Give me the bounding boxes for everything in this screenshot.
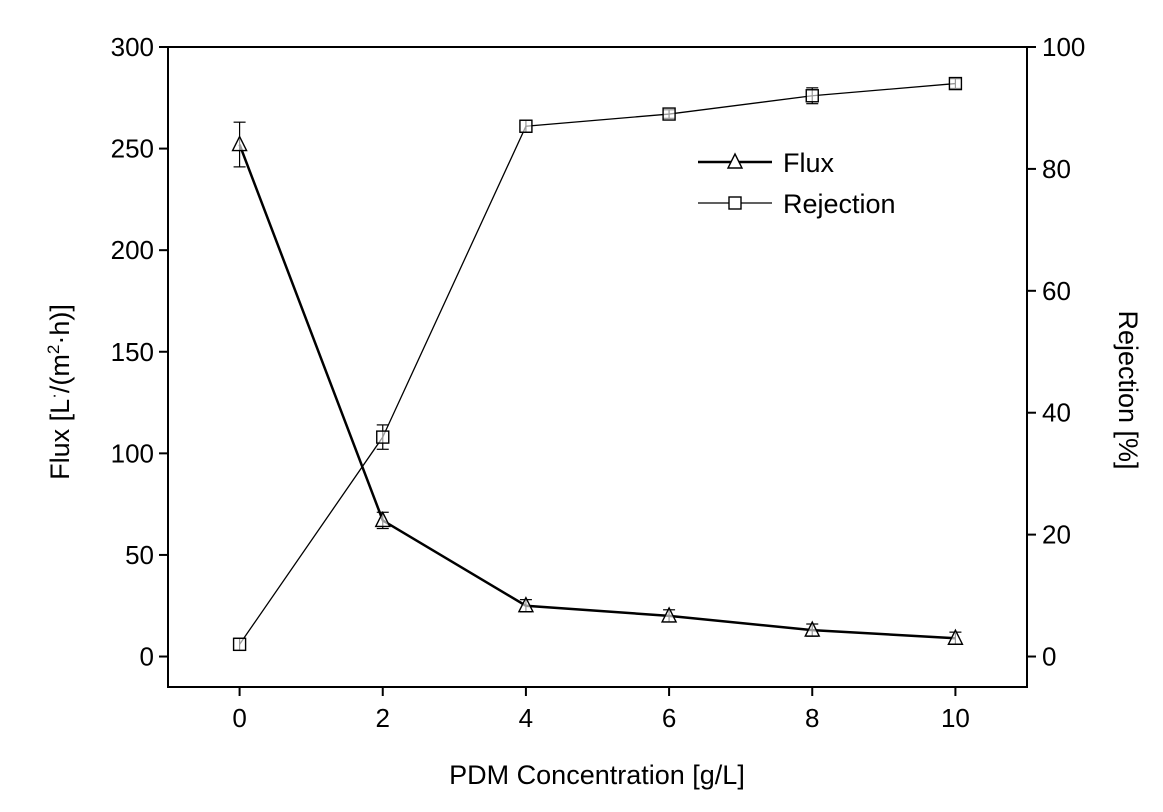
y-axis-right-title: Rejection [%] xyxy=(1113,310,1143,469)
left-tick-label: 150 xyxy=(111,337,154,367)
plot-frame xyxy=(167,46,1028,688)
bottom-tick-label: 8 xyxy=(805,703,819,733)
legend-flux-marker xyxy=(726,152,744,169)
data-point-flux xyxy=(374,510,391,528)
right-tick-label: 100 xyxy=(1042,32,1085,62)
data-point-flux xyxy=(804,620,821,637)
left-tick-label: 200 xyxy=(111,235,154,265)
series-rejection xyxy=(232,76,963,652)
bottom-tick-label: 4 xyxy=(519,703,533,733)
legend-item-flux: Flux xyxy=(698,148,835,178)
right-tick-label: 0 xyxy=(1042,642,1056,672)
legend-rejection-marker xyxy=(728,196,742,210)
legend-item-rejection: Rejection xyxy=(698,189,896,219)
data-point-rejection xyxy=(805,89,819,103)
bottom-tick-label: 2 xyxy=(376,703,390,733)
data-point-rejection xyxy=(519,119,533,133)
bottom-tick-label: 0 xyxy=(232,703,246,733)
bottom-tick-label: 6 xyxy=(662,703,676,733)
series-line-rejection xyxy=(239,82,956,645)
left-tick-label: 100 xyxy=(111,438,154,468)
legend: Flux Rejection xyxy=(698,148,896,219)
data-point-rejection xyxy=(232,637,247,652)
legend-rejection-label: Rejection xyxy=(783,189,896,219)
data-point-rejection xyxy=(376,430,390,444)
series-layer xyxy=(231,76,964,652)
legend-flux-label: Flux xyxy=(783,148,835,178)
series-line-flux xyxy=(238,144,956,640)
data-point-flux xyxy=(517,596,535,613)
left-tick-label: 300 xyxy=(111,32,154,62)
data-point-rejection xyxy=(662,107,676,121)
y-axis-left-title: Flux [L·/(m2·h)] xyxy=(44,304,75,480)
left-tick-label: 250 xyxy=(111,134,154,164)
right-axis-ticks: 0 20 40 60 80 100 xyxy=(1027,32,1085,672)
x-axis-title: PDM Concentration [g/L] xyxy=(449,760,745,790)
left-axis-ticks: 0 50 100 150 200 250 300 xyxy=(111,32,168,672)
left-tick-label: 50 xyxy=(125,540,154,570)
bottom-tick-label: 10 xyxy=(941,703,970,733)
data-point-flux xyxy=(231,134,248,152)
right-tick-label: 60 xyxy=(1042,276,1071,306)
left-tick-label: 0 xyxy=(140,642,154,672)
right-tick-label: 40 xyxy=(1042,398,1071,428)
data-point-rejection xyxy=(948,76,963,91)
right-tick-label: 20 xyxy=(1042,520,1071,550)
data-point-flux xyxy=(660,606,678,623)
bottom-axis-ticks: 0 2 4 6 8 10 xyxy=(232,687,970,733)
data-point-flux xyxy=(947,628,964,645)
series-flux xyxy=(231,121,964,645)
right-tick-label: 80 xyxy=(1042,154,1071,184)
